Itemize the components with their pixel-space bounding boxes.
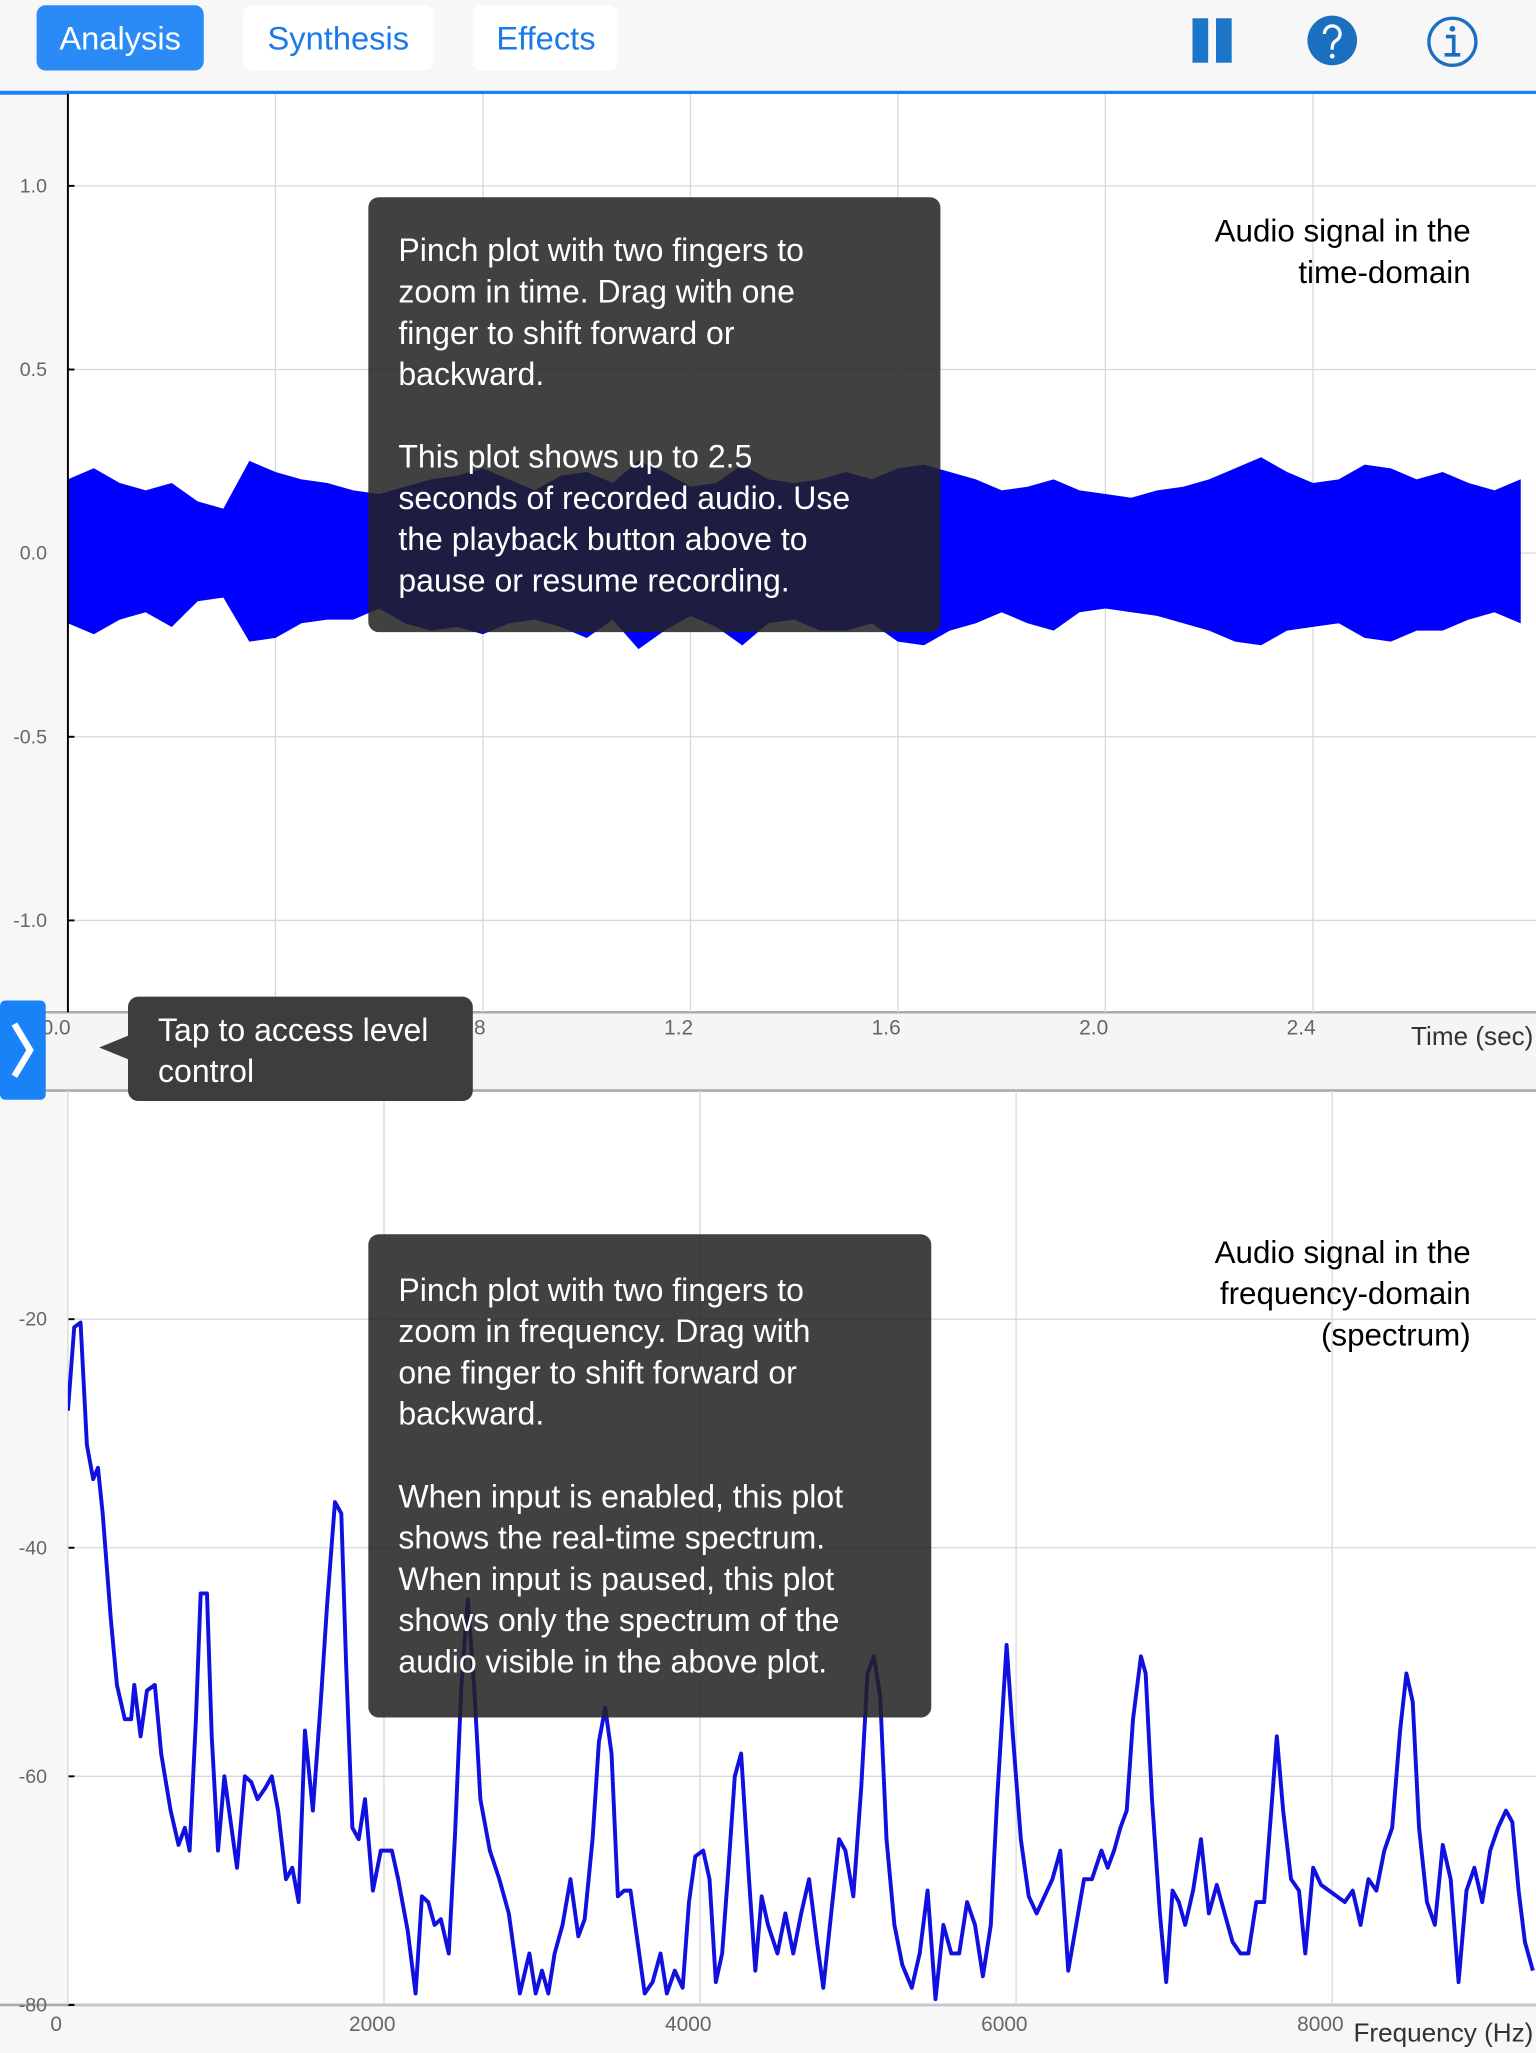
tooltip-box xyxy=(368,197,941,633)
tooltip-text: one finger to shift forward or xyxy=(398,1354,797,1390)
chart-annotation: frequency-domain xyxy=(1220,1276,1471,1311)
help-dot xyxy=(1329,53,1335,59)
chart-annotation: time-domain xyxy=(1298,255,1470,290)
x-axis-label: Frequency (Hz) xyxy=(1353,2017,1533,2047)
y-tick-label: -80 xyxy=(19,1994,47,2016)
x-tick-label: 2000 xyxy=(349,2013,395,2036)
tooltip-text: shows only the spectrum of the xyxy=(398,1602,839,1638)
pause-button[interactable] xyxy=(1192,18,1232,63)
toolbar xyxy=(0,0,1536,92)
tooltip-text: audio visible in the above plot. xyxy=(398,1643,827,1679)
tooltip-text: control xyxy=(158,1053,254,1089)
help-circle xyxy=(1307,15,1358,66)
info-dot xyxy=(1449,25,1456,32)
tooltip-text: zoom in frequency. Drag with xyxy=(398,1313,810,1349)
tab-label[interactable]: Synthesis xyxy=(268,20,410,57)
tooltip-text: the playback button above to xyxy=(398,521,807,557)
overlays: Pinch plot with two fingers to zoom in ti… xyxy=(0,197,941,1718)
x-tick-label: 0 xyxy=(50,2013,62,2036)
pause-bar xyxy=(1192,18,1209,63)
x-tick-label: 0.0 xyxy=(42,1016,71,1039)
y-tick-label: 0.0 xyxy=(20,543,47,565)
tooltip-text: Pinch plot with two fingers to xyxy=(398,232,804,268)
y-tick-label: 0.5 xyxy=(20,359,47,381)
help-button[interactable] xyxy=(1307,15,1358,66)
tooltip-text: shows the real-time spectrum. xyxy=(398,1520,825,1556)
tooltip-text: finger to shift forward or xyxy=(398,315,734,351)
info-circle xyxy=(1427,16,1478,67)
x-tick-label: 8000 xyxy=(1297,2013,1343,2036)
tab-analysis[interactable] xyxy=(36,5,204,71)
tab-effects[interactable] xyxy=(472,5,618,71)
tooltip-box xyxy=(368,1234,932,1718)
tooltip-text: Pinch plot with two fingers to xyxy=(398,1272,804,1308)
tooltip-text: When input is paused, this plot xyxy=(398,1561,834,1597)
y-tick-label: 1.0 xyxy=(20,175,47,197)
x-axis-label: Time (sec) xyxy=(1411,1021,1533,1051)
x-tick-label: 4000 xyxy=(665,2013,711,2036)
tab-synthesis[interactable] xyxy=(242,5,434,71)
pause-bar xyxy=(1216,18,1232,63)
level-tab[interactable] xyxy=(0,1000,46,1100)
info-glyph xyxy=(1444,34,1461,57)
x-tick-label: 6000 xyxy=(981,2013,1027,2036)
y-tick-label: -20 xyxy=(19,1309,47,1331)
tooltip-text: When input is enabled, this plot xyxy=(398,1478,843,1514)
chart-annotation: (spectrum) xyxy=(1321,1317,1471,1352)
chart-annotation: Audio signal in the xyxy=(1215,1235,1471,1270)
x-tick-label: 1.2 xyxy=(664,1016,693,1039)
tab-label[interactable]: Analysis xyxy=(59,20,181,57)
tooltip-text: This plot shows up to 2.5 xyxy=(398,439,752,475)
y-tick-label: -40 xyxy=(19,1537,47,1559)
y-tick-label: -0.5 xyxy=(13,726,47,748)
help-glyph xyxy=(1322,24,1342,50)
chart-annotation: Audio signal in the xyxy=(1215,214,1471,249)
tooltip-text: backward. xyxy=(398,1396,544,1432)
x-tick-label: 2.0 xyxy=(1079,1016,1108,1039)
tooltip-text: seconds of recorded audio. Use xyxy=(398,480,850,516)
x-tick-label: 2.4 xyxy=(1287,1016,1316,1039)
y-tick-label: -60 xyxy=(19,1766,47,1788)
tooltip-text: backward. xyxy=(398,356,544,392)
tooltip-text: zoom in time. Drag with one xyxy=(398,273,795,309)
level-tab-chevron xyxy=(11,1022,34,1078)
x-tick-label: 1.6 xyxy=(872,1016,901,1039)
tooltip-box xyxy=(99,996,473,1102)
tooltip-text: pause or resume recording. xyxy=(398,562,789,598)
tooltip-text: Tap to access level xyxy=(158,1012,428,1048)
spectrum-line xyxy=(67,1320,1535,2002)
y-tick-label: -1.0 xyxy=(13,910,47,932)
tab-label[interactable]: Effects xyxy=(496,20,595,57)
info-button[interactable] xyxy=(1427,16,1478,67)
